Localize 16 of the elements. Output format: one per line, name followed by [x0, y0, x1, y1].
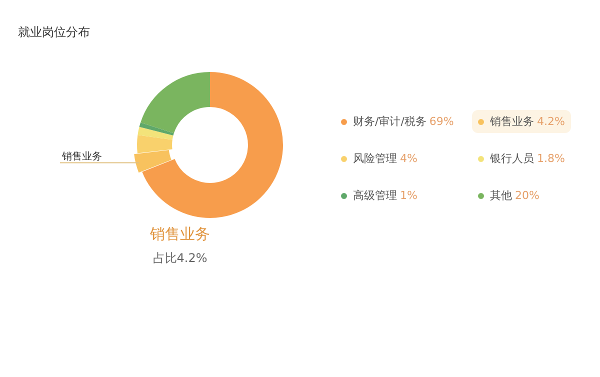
data-label: 1.8% [537, 152, 565, 165]
legend-label: 财务/审计/税务 [353, 114, 426, 129]
text: 销售业务 [149, 225, 211, 244]
legend-label: 高级管理 [353, 188, 397, 203]
data-label: 4% [400, 152, 418, 165]
data-label: 4.2% [537, 115, 565, 128]
legend-label: 其他 [490, 188, 512, 203]
data-label: 69% [429, 115, 454, 128]
slice-label: 销售业务 [61, 150, 102, 162]
data-label: 1% [400, 189, 418, 202]
legend-label: 银行人员 [490, 151, 534, 166]
text: 占比4.2% [152, 250, 208, 267]
chart-title: 就业岗位分布 [18, 24, 90, 41]
data-label: 20% [515, 189, 540, 202]
legend-label: 销售业务 [490, 114, 534, 129]
legend-label: 风险管理 [353, 151, 397, 166]
